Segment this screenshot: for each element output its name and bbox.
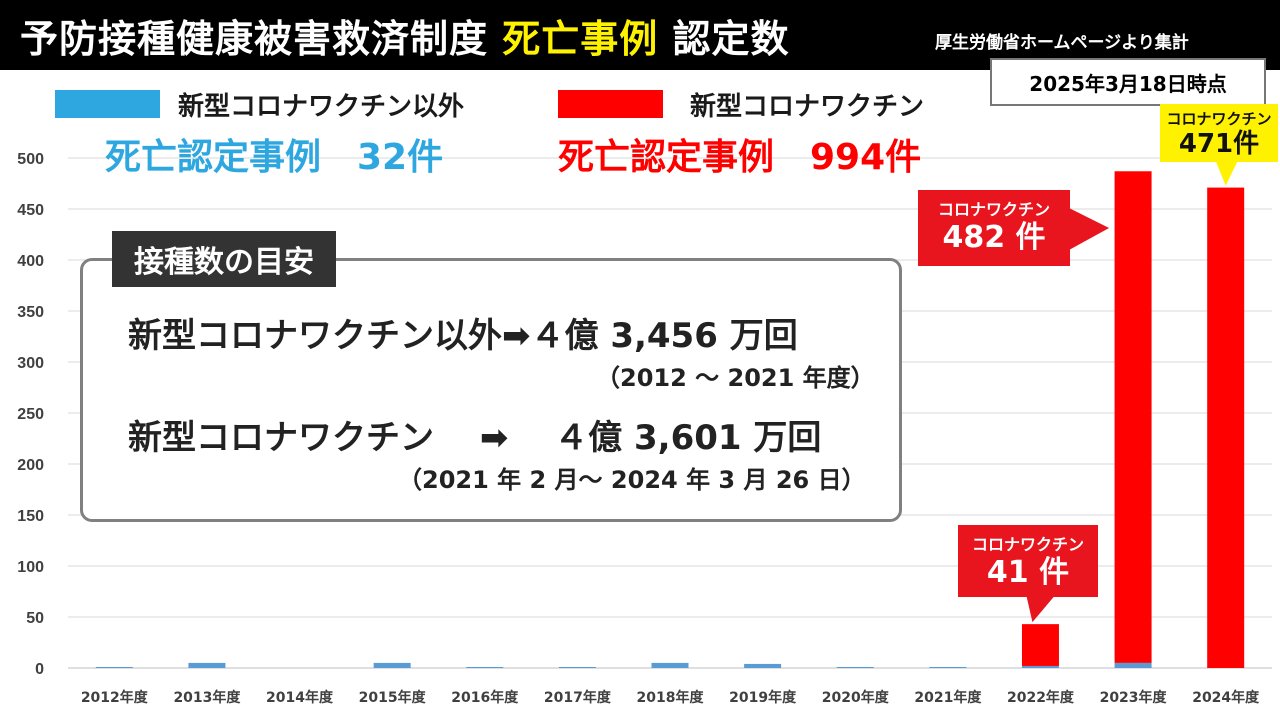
callout-2024-pointer xyxy=(1215,161,1238,186)
bar-other-11 xyxy=(1114,662,1152,668)
x-tick-label-3: 2015年度 xyxy=(359,689,427,706)
x-tick-label-11: 2023年度 xyxy=(1100,689,1168,706)
title-suffix: 認定数 xyxy=(672,17,790,61)
y-tick-label-200: 200 xyxy=(17,457,44,474)
bar-other-6 xyxy=(651,662,689,668)
vaccination-count-covid: 新型コロナワクチン ➡ ４億 3,601 万回 xyxy=(128,418,822,458)
x-tick-label-8: 2020年度 xyxy=(822,689,890,706)
legend-label-covid: 新型コロナワクチン xyxy=(690,92,925,122)
y-tick-label-100: 100 xyxy=(17,559,44,576)
callout-2022-label: コロナワクチン xyxy=(971,535,1084,554)
y-tick-label-500: 500 xyxy=(17,151,44,168)
bar-other-9 xyxy=(929,666,967,668)
x-tick-label-9: 2021年度 xyxy=(914,689,982,706)
x-tick-label-12: 2024年度 xyxy=(1192,689,1260,706)
legend-swatch-other xyxy=(55,90,160,118)
y-tick-label-0: 0 xyxy=(35,661,44,678)
vaccination-period-covid: （2021 年 2 月～ 2024 年 3 月 26 日） xyxy=(398,466,866,494)
callout-2022-value: 41 件 xyxy=(986,555,1070,590)
legend-count-other: 死亡認定事例 32件 xyxy=(105,137,444,178)
y-axis-ticks: 0 50 100 150 200 250 300 350 400 450 500 xyxy=(17,151,44,678)
bar-covid-11 xyxy=(1114,171,1152,663)
x-tick-label-7: 2019年度 xyxy=(729,689,797,706)
vaccination-count-title: 接種数の目安 xyxy=(112,231,336,287)
x-tick-label-6: 2018年度 xyxy=(637,689,705,706)
x-tick-label-10: 2022年度 xyxy=(1007,689,1075,706)
bar-covid-10 xyxy=(1021,624,1059,666)
x-tick-label-1: 2013年度 xyxy=(173,689,241,706)
callout-2024-value: 471件 xyxy=(1178,129,1260,159)
y-tick-label-50: 50 xyxy=(26,610,44,627)
bar-other-3 xyxy=(373,662,411,668)
bars xyxy=(95,171,1245,668)
y-tick-label-450: 450 xyxy=(17,202,44,219)
as-of-date: 2025年3月18日時点 xyxy=(990,58,1266,106)
bar-other-8 xyxy=(836,666,874,668)
callout-2022: コロナワクチン 41 件 xyxy=(958,525,1098,597)
bar-other-1 xyxy=(188,662,226,668)
title-highlight: 死亡事例 xyxy=(502,17,659,61)
y-tick-label-300: 300 xyxy=(17,355,44,372)
bar-other-5 xyxy=(558,666,596,668)
bar-covid-12 xyxy=(1207,187,1245,668)
bar-other-0 xyxy=(95,666,133,668)
y-tick-label-250: 250 xyxy=(17,406,44,423)
bar-other-7 xyxy=(744,663,782,668)
callout-2024: コロナワクチン 471件 xyxy=(1160,104,1278,162)
y-tick-label-400: 400 xyxy=(17,253,44,270)
y-tick-label-350: 350 xyxy=(17,304,44,321)
page-title: 予防接種健康被害救済制度 死亡事例 認定数 xyxy=(20,8,790,63)
vaccination-count-other: 新型コロナワクチン以外➡４億 3,456 万回 xyxy=(128,316,798,356)
callout-2023: コロナワクチン 482 件 xyxy=(918,190,1070,266)
bar-other-10 xyxy=(1021,665,1059,668)
callout-2022-pointer xyxy=(1026,596,1055,623)
source-note: 厚生労働省ホームページより集計 xyxy=(935,33,1189,53)
x-tick-label-5: 2017年度 xyxy=(544,689,612,706)
legend-count-covid: 死亡認定事例 994件 xyxy=(558,137,922,178)
vaccination-count-box xyxy=(80,258,902,522)
callout-2024-label: コロナワクチン xyxy=(1166,110,1272,128)
x-tick-label-2: 2014年度 xyxy=(266,689,334,706)
legend-label-other: 新型コロナワクチン以外 xyxy=(178,92,465,122)
callout-2023-label: コロナワクチン xyxy=(937,200,1050,219)
x-tick-label-0: 2012年度 xyxy=(81,689,149,706)
x-tick-label-4: 2016年度 xyxy=(451,689,519,706)
vaccination-period-other: （2012 ～ 2021 年度） xyxy=(596,364,875,392)
legend-swatch-covid xyxy=(558,90,663,118)
y-tick-label-150: 150 xyxy=(17,508,44,525)
callout-2023-pointer xyxy=(1069,208,1110,250)
bar-other-4 xyxy=(466,666,504,668)
title-prefix: 予防接種健康被害救済制度 xyxy=(20,17,489,61)
callout-arrows xyxy=(1026,161,1238,623)
callout-2023-value: 482 件 xyxy=(942,220,1046,255)
x-axis-ticks: 2012年度 2013年度 2014年度 2015年度 2016年度 2017年度 2018… xyxy=(81,689,1260,706)
